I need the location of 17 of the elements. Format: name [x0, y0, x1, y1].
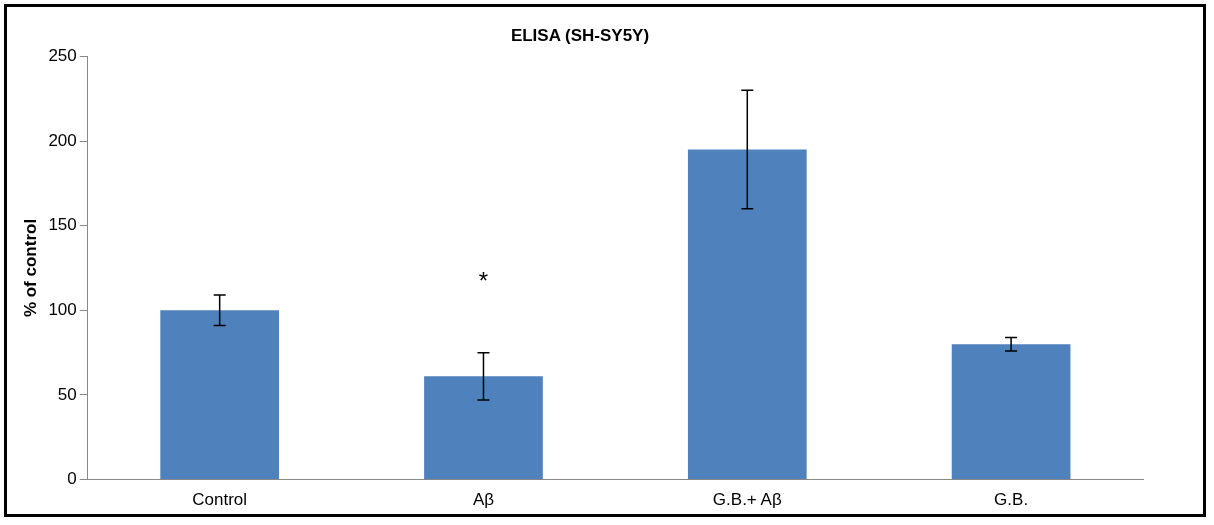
y-axis-title: % of control: [20, 218, 40, 318]
y-tick-label: 200: [48, 130, 77, 150]
y-tick-label: 150: [48, 215, 77, 235]
x-tick-label: G.B.: [994, 490, 1029, 510]
bar: [424, 376, 543, 480]
y-tick-label: 250: [48, 46, 77, 66]
y-tick-label: 0: [67, 469, 77, 489]
bar: [951, 344, 1071, 480]
y-tick-label: 100: [48, 300, 77, 320]
x-tick-label: Control: [192, 490, 248, 510]
x-tick-label: Aβ: [472, 490, 495, 510]
bar: [160, 310, 280, 480]
x-tick-label: G.B.+ Aβ: [712, 490, 782, 510]
chart-title: ELISA (SH-SY5Y): [510, 25, 650, 45]
annotation: *: [478, 267, 489, 295]
y-tick-label: 50: [57, 384, 77, 404]
bar: [687, 149, 807, 480]
